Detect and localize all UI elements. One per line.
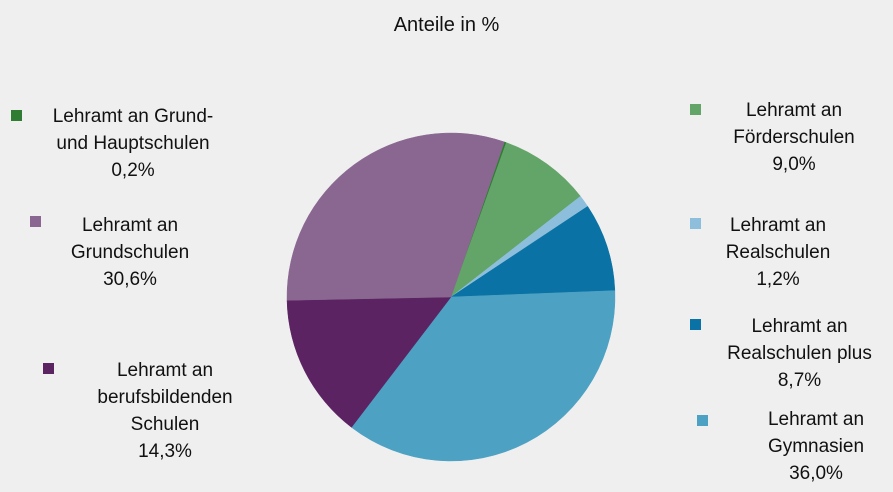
legend-swatch-5: [43, 363, 54, 374]
legend-label: Lehramt an: [751, 316, 848, 337]
legend-label: Grundschulen: [70, 242, 190, 263]
pie-slice-5: [286, 296, 452, 428]
legend-entry-2: Lehramt an Realschulen 1,2%: [694, 212, 862, 293]
legend-label: berufsbildenden: [97, 387, 233, 408]
legend-label: Realschulen: [725, 242, 831, 263]
legend-value: 9,0%: [772, 154, 816, 175]
legend-label: Lehramt an Grund-: [52, 106, 214, 127]
legend-label: Gymnasien: [767, 436, 865, 457]
legend-entry-1: Lehramt an Förderschulen 9,0%: [694, 97, 893, 178]
legend-swatch-0: [11, 110, 22, 121]
legend-label: Lehramt an: [767, 409, 865, 430]
legend-value: 1,2%: [756, 269, 800, 290]
pie-slice-3: [450, 205, 616, 298]
pie-slice-4: [351, 290, 616, 462]
legend-swatch-6: [30, 216, 41, 227]
legend-value: 14,3%: [138, 441, 192, 462]
legend-value: 0,2%: [111, 160, 155, 181]
pie-slice-6: [286, 132, 505, 301]
legend-entry-4: Lehramt an Gymnasien 36,0%: [736, 406, 893, 487]
legend-entry-3: Lehramt an Realschulen plus 8,7%: [706, 313, 893, 394]
legend-swatch-3: [690, 319, 701, 330]
legend-label: Schulen: [130, 414, 200, 435]
legend-entry-6: Lehramt an Grundschulen 30,6%: [32, 212, 228, 293]
legend-label: Lehramt an: [745, 100, 843, 121]
legend-entry-0: Lehramt an Grund-und Hauptschulen 0,2%: [18, 103, 248, 184]
legend-value: 8,7%: [777, 370, 822, 391]
legend-swatch-1: [690, 104, 701, 115]
pie-slice-1: [450, 142, 581, 298]
legend-label: Lehramt an: [729, 215, 827, 236]
chart-title: Anteile in %: [393, 14, 500, 36]
legend-label: Förderschulen: [733, 127, 855, 148]
legend-label: Lehramt an: [81, 215, 179, 236]
legend-swatch-4: [697, 415, 708, 426]
legend-value: 30,6%: [103, 269, 157, 290]
legend-entry-5: Lehramt an berufsbildenden Schulen 14,3%: [60, 357, 270, 465]
legend-swatch-2: [690, 218, 701, 229]
legend-label: und Hauptschulen: [56, 133, 210, 154]
legend-label: Realschulen plus: [727, 343, 872, 364]
legend-label: Lehramt an: [116, 360, 214, 381]
legend-value: 36,0%: [789, 463, 843, 484]
